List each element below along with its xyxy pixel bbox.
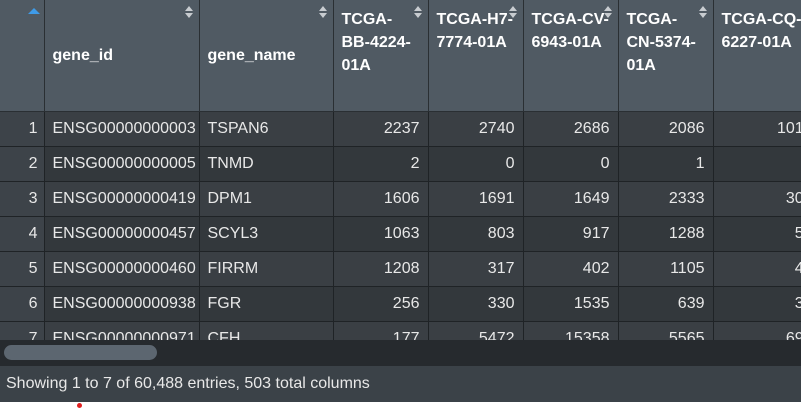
table-cell: ENSG00000000003 (44, 111, 200, 147)
row-index-cell: 6 (0, 286, 45, 322)
table-cell: ENSG00000000460 (44, 251, 200, 287)
data-grid: gene_id gene_name TCGA-BB-4224-01A TCGA-H7-… (0, 0, 801, 340)
table-cell: 2740 (428, 111, 524, 147)
table-cell: 1063 (333, 216, 429, 252)
sort-arrows-icon[interactable] (508, 6, 517, 20)
table-cell: TNMD (199, 146, 334, 182)
table-cell: ENSG00000000419 (44, 181, 200, 217)
table-cell: 2237 (333, 111, 429, 147)
row-index-cell: 7 (0, 321, 45, 340)
table-cell: 2333 (618, 181, 714, 217)
sort-arrows-icon[interactable] (184, 6, 193, 20)
table-cell: FGR (199, 286, 334, 322)
table-cell: 1649 (523, 181, 619, 217)
table-cell: 1208 (333, 251, 429, 287)
table-cell: 1691 (428, 181, 524, 217)
table-cell: FIRRM (199, 251, 334, 287)
table-row[interactable]: 4ENSG00000000457SCYL310638039171288537 (0, 216, 801, 252)
table-cell: 3021 (713, 181, 801, 217)
column-header-label: TCGA-CN-5374-01A (626, 11, 696, 74)
status-text: Showing 1 to 7 of 60,488 entries, 503 to… (6, 375, 370, 392)
sort-arrows-icon[interactable] (698, 6, 707, 20)
sort-arrows-icon[interactable] (413, 6, 422, 20)
cursor-marker (77, 403, 82, 408)
table-row[interactable]: 1 ENSG00000000003 TSPAN6 2237 2740 2686 2086 10… (0, 111, 801, 147)
table-cell: 0 (428, 146, 524, 182)
table-cell: 639 (618, 286, 714, 322)
table-cell: 5472 (428, 321, 524, 340)
table-cell: 256 (333, 286, 429, 322)
row-index-cell: 3 (0, 181, 45, 217)
table-cell: 317 (428, 251, 524, 287)
column-header-tcga-h7-7774-01a[interactable]: TCGA-H7-7774-01A (428, 0, 524, 112)
column-header-tcga-cv-6943-01a[interactable]: TCGA-CV-6943-01A (523, 0, 619, 112)
column-header-tcga-cn-5374-01a[interactable]: TCGA-CN-5374-01A (618, 0, 714, 112)
table-cell: DPM1 (199, 181, 334, 217)
table-cell: 537 (713, 216, 801, 252)
status-bar: Showing 1 to 7 of 60,488 entries, 503 to… (0, 366, 801, 402)
table-cell: ENSG00000000005 (44, 146, 200, 182)
table-cell: 6963 (713, 321, 801, 340)
table-cell: CFH (199, 321, 334, 340)
data-table: gene_id gene_name TCGA-BB-4224-01A TCGA-H7-… (0, 0, 801, 340)
table-cell: 1288 (618, 216, 714, 252)
header-row: gene_id gene_name TCGA-BB-4224-01A TCGA-H7-… (0, 0, 801, 112)
table-cell: 1535 (523, 286, 619, 322)
column-header-index[interactable] (0, 0, 45, 112)
table-cell: 5565 (618, 321, 714, 340)
table-cell: 1105 (618, 251, 714, 287)
table-cell: 9 (713, 146, 801, 182)
row-index-cell: 1 (0, 111, 45, 147)
sort-arrows-icon[interactable] (603, 6, 612, 20)
table-row[interactable]: 2ENSG00000000005TNMD20019 (0, 146, 801, 182)
table-cell: 330 (428, 286, 524, 322)
table-cell: 1606 (333, 181, 429, 217)
column-header-gene-name[interactable]: gene_name (199, 0, 334, 112)
table-cell: TSPAN6 (199, 111, 334, 147)
table-cell: ENSG00000000971 (44, 321, 200, 340)
table-cell: 459 (713, 251, 801, 287)
table-cell: 402 (523, 251, 619, 287)
table-row[interactable]: 6ENSG00000000938FGR2563301535639362 (0, 286, 801, 322)
table-row[interactable]: 3ENSG00000000419DPM116061691164923333021 (0, 181, 801, 217)
column-header-tcga-bb-4224-01a[interactable]: TCGA-BB-4224-01A (333, 0, 429, 112)
table-cell: 917 (523, 216, 619, 252)
table-row[interactable]: 7ENSG00000000971CFH17754721535855656963 (0, 321, 801, 340)
column-header-label: TCGA-BB-4224-01A (341, 11, 411, 74)
sort-arrows-icon[interactable] (318, 6, 327, 20)
table-body: 1 ENSG00000000003 TSPAN6 2237 2740 2686 2086 10… (0, 111, 801, 340)
column-header-label: TCGA-CQ-6227-01A (721, 11, 801, 51)
table-cell: 2086 (618, 111, 714, 147)
row-index-cell: 4 (0, 216, 45, 252)
column-header-label: gene_name (207, 47, 296, 64)
sort-ascending-icon[interactable] (28, 8, 40, 14)
table-cell: 2 (333, 146, 429, 182)
table-cell: 177 (333, 321, 429, 340)
column-header-label: gene_id (52, 47, 113, 64)
table-cell: 362 (713, 286, 801, 322)
table-cell: 10167 (713, 111, 801, 147)
table-cell: ENSG00000000457 (44, 216, 200, 252)
row-index-cell: 5 (0, 251, 45, 287)
column-header-gene-id[interactable]: gene_id (44, 0, 200, 112)
scrollbar-thumb[interactable] (4, 345, 157, 360)
column-header-label: TCGA-H7-7774-01A (436, 11, 513, 51)
table-cell: 803 (428, 216, 524, 252)
table-cell: SCYL3 (199, 216, 334, 252)
row-index-cell: 2 (0, 146, 45, 182)
table-cell: 15358 (523, 321, 619, 340)
table-cell: 1 (618, 146, 714, 182)
table-row[interactable]: 5ENSG00000000460FIRRM12083174021105459 (0, 251, 801, 287)
column-header-label: TCGA-CV-6943-01A (531, 11, 609, 51)
table-cell: ENSG00000000938 (44, 286, 200, 322)
column-header-tcga-cq-6227-01a[interactable]: TCGA-CQ-6227-01A (713, 0, 801, 112)
table-cell: 0 (523, 146, 619, 182)
horizontal-scrollbar[interactable] (0, 340, 801, 366)
table-cell: 2686 (523, 111, 619, 147)
